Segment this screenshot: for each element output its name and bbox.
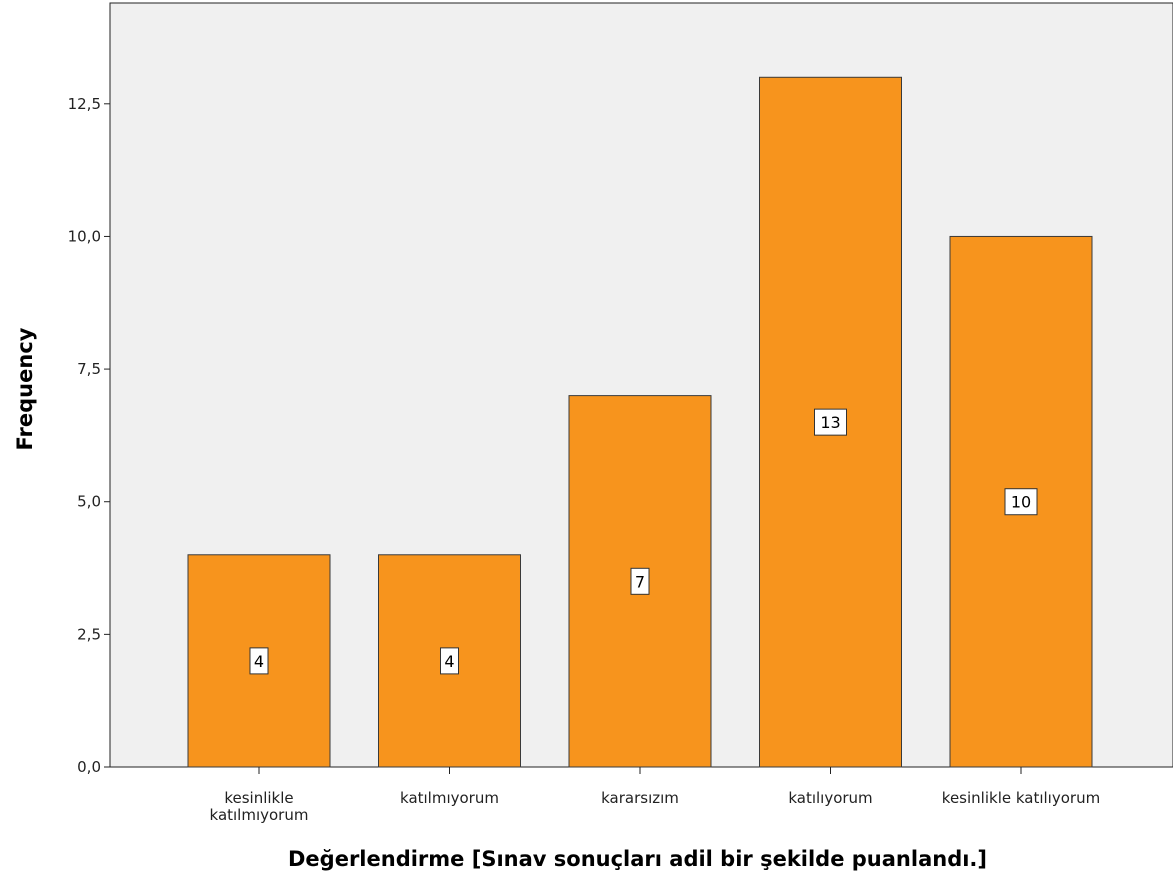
- y-tick-label: 12,5: [68, 95, 101, 113]
- data-label: 4: [254, 652, 264, 671]
- data-label-box: [1004, 488, 1038, 516]
- x-tick-label: kararsızım: [601, 789, 679, 807]
- x-tick-label: katılıyorum: [788, 789, 872, 807]
- x-tick-label: kesinlikle katılmıyorum: [210, 789, 309, 824]
- y-axis: 0,0 2,5 5,0 7,5 10,0 12,5: [68, 95, 110, 776]
- y-tick-label: 10,0: [68, 227, 101, 245]
- data-label: 13: [820, 413, 840, 432]
- y-tick-label: 5,0: [77, 493, 101, 511]
- data-label-box: [249, 647, 269, 675]
- data-label: 10: [1011, 493, 1031, 512]
- x-tick-label: katılmıyorum: [400, 789, 499, 807]
- x-axis: kesinlikle katılmıyorum katılmıyorum karars…: [210, 767, 1100, 824]
- y-axis-title: Frequency: [13, 327, 37, 450]
- x-axis-title: Değerlendirme [Sınav sonuçları adil bir …: [288, 847, 987, 871]
- data-label: 4: [444, 652, 454, 671]
- y-tick-label: 2,5: [77, 625, 101, 643]
- data-label-box: [440, 647, 459, 675]
- data-label-box: [814, 408, 847, 436]
- x-tick-label: kesinlikle katılıyorum: [942, 789, 1100, 807]
- y-tick-label: 7,5: [77, 360, 101, 378]
- bars-group: 4 4 7 13 10: [187, 76, 1093, 768]
- data-label: 7: [635, 572, 645, 591]
- y-tick-label: 0,0: [77, 758, 101, 776]
- data-label-box: [630, 567, 650, 595]
